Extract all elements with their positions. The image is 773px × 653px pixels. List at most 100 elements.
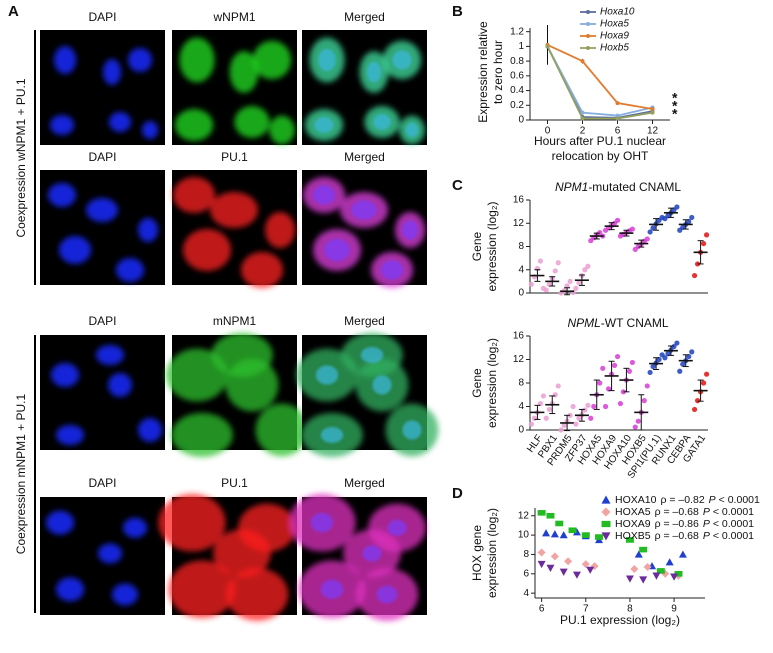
data-point [625, 575, 634, 583]
legend-rho: ρ = –0.68 [655, 506, 699, 518]
y-axis-label: Gene [470, 231, 484, 261]
cell [265, 212, 295, 248]
data-point [595, 534, 604, 540]
cell [123, 517, 147, 538]
data-point [611, 362, 618, 368]
x-axis-label: Hours after PU.1 nuclear [534, 134, 666, 148]
cell [112, 583, 138, 606]
cell [108, 373, 132, 397]
data-point [572, 571, 581, 579]
data-point [555, 383, 561, 389]
y-tick-label: 0 [518, 288, 524, 299]
title-part: NPML [567, 316, 600, 330]
legend-marker [601, 532, 611, 541]
legend-label: HOXA9 ρ = –0.86 P < 0.0001 [615, 518, 754, 530]
data-point [546, 512, 555, 519]
image-header: Merged [344, 314, 385, 328]
cell [158, 493, 226, 552]
nucleus [362, 545, 382, 562]
cell [269, 115, 295, 145]
series-point [580, 116, 585, 121]
data-point [678, 550, 687, 558]
cell [252, 40, 292, 80]
panel-label: B [452, 3, 463, 20]
data-point [555, 260, 561, 266]
x-tick-label: 8 [627, 604, 633, 615]
data-point [656, 568, 665, 574]
y-tick-label: 8 [518, 378, 524, 389]
legend-swatch-dot [586, 22, 590, 26]
data-point [591, 403, 597, 410]
data-point [665, 558, 674, 566]
y-tick-label: 0.8 [510, 56, 524, 67]
data-point [670, 573, 679, 581]
data-point [674, 340, 680, 346]
significance-mark: * [672, 106, 678, 122]
legend-name: HOXB5 [615, 530, 651, 542]
data-point [570, 403, 576, 410]
y-axis-label: HOX gene [470, 525, 484, 581]
image-header: Merged [344, 150, 385, 164]
cell [225, 568, 289, 621]
data-point [531, 415, 538, 421]
image-header: mNPM1 [213, 314, 257, 328]
x-tick-label: 9 [671, 604, 677, 615]
data-point [641, 398, 647, 404]
data-point [689, 214, 695, 221]
data-point [691, 272, 698, 279]
y-axis-label: Gene [470, 368, 484, 398]
data-point [581, 532, 590, 538]
nucleus [315, 365, 339, 385]
x-tick-label: 6 [615, 126, 621, 137]
legend-p: P [703, 506, 710, 518]
data-point [635, 418, 641, 424]
image-header: Merged [344, 476, 385, 490]
cell [103, 59, 121, 85]
legend-swatch-dot [586, 10, 590, 14]
legend-marker [601, 507, 611, 517]
data-point [546, 406, 552, 413]
cell [210, 192, 258, 228]
data-point [546, 564, 555, 572]
cell [98, 543, 122, 564]
data-point [617, 400, 624, 407]
data-point [689, 349, 695, 355]
legend-rho: ρ = –0.86 [655, 518, 699, 530]
image-header: DAPI [88, 150, 116, 164]
legend-label: Hoxa10 [600, 7, 635, 18]
data-point [582, 407, 588, 413]
legend-marker [601, 520, 611, 528]
legend-p-value: < 0.0001 [719, 494, 760, 506]
series-point [615, 116, 620, 121]
data-point [585, 402, 591, 408]
nuclei-overlay [314, 48, 419, 138]
y-tick-label: 16 [513, 331, 525, 342]
data-point [671, 343, 677, 350]
data-point [639, 546, 648, 553]
data-point [588, 415, 594, 421]
cells [173, 177, 295, 288]
title-part: NPM1 [555, 180, 588, 194]
y-axis-label: expression (log₂) [485, 201, 499, 291]
legend-label: HOXA10 ρ = –0.82 P < 0.0001 [615, 494, 760, 506]
cell [179, 37, 215, 83]
nucleus [351, 200, 377, 220]
data-point [528, 281, 535, 287]
legend-label: HOXA5 ρ = –0.68 P < 0.0001 [615, 506, 754, 518]
legend-p: P [703, 530, 710, 542]
data-point [542, 529, 551, 537]
data-point [597, 380, 603, 386]
legend-name: HOXA10 [615, 494, 657, 506]
nucleus [312, 185, 336, 205]
data-point [550, 530, 559, 538]
y-tick-label: 4 [523, 588, 529, 599]
cell [50, 115, 74, 135]
cell [238, 503, 296, 552]
y-tick-label: 16 [513, 195, 525, 206]
y-tick-label: 1.2 [510, 26, 524, 37]
cells [48, 183, 158, 282]
y-tick-label: 0 [518, 115, 524, 126]
data-point [650, 225, 656, 231]
x-axis-label: PU.1 expression (log₂) [560, 613, 680, 627]
